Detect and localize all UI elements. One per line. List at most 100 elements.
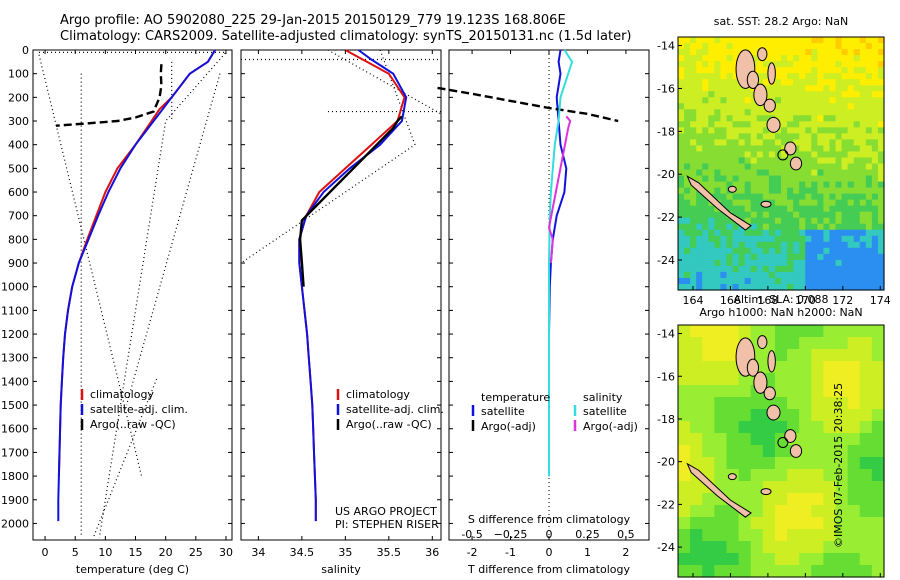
map-cell (750, 121, 758, 128)
map-cell (859, 181, 867, 189)
map-cell (726, 151, 734, 159)
map-cell (799, 397, 812, 410)
map-cell (865, 235, 873, 243)
map-cell (853, 223, 861, 231)
map-cell (853, 79, 861, 86)
map-cell (774, 211, 782, 219)
map-cell (823, 73, 831, 80)
map-cell (823, 43, 831, 50)
map-cell (756, 109, 764, 116)
map-cell (871, 157, 879, 165)
map-cell (811, 67, 818, 74)
map-cell (684, 91, 691, 98)
map-cell (774, 61, 782, 68)
map-cell (756, 37, 764, 44)
map-cell (714, 181, 722, 189)
map-cell (774, 565, 788, 578)
map-cell (835, 157, 843, 165)
map-cell (787, 37, 794, 44)
map-cell (793, 235, 800, 243)
map-cell (853, 199, 861, 207)
map-cell (787, 409, 800, 422)
map-cell (871, 247, 879, 255)
map-cell (811, 133, 818, 141)
map-cell (853, 103, 861, 110)
map-cell (756, 181, 764, 189)
map-cell (871, 517, 885, 530)
map-y-tick-label: -18 (657, 413, 675, 426)
map-cell (823, 79, 831, 86)
map-cell (678, 115, 685, 122)
map-cell (787, 223, 794, 231)
map-cell (690, 361, 703, 374)
map-cell (859, 469, 873, 482)
map-cell (678, 217, 685, 225)
map-cell (774, 337, 788, 350)
map-cell (793, 49, 800, 56)
map-cell (696, 109, 703, 116)
map-cell (690, 67, 697, 74)
map-cell (774, 97, 782, 104)
map-cell (871, 271, 879, 279)
map-cell (799, 283, 806, 291)
map-cell (787, 133, 794, 141)
map-cell (774, 457, 788, 470)
map-cell (841, 247, 849, 255)
map-cell (726, 385, 740, 398)
map-cell (768, 283, 776, 291)
map-cell (738, 199, 746, 207)
map-cell (690, 133, 697, 141)
map-cell (714, 223, 722, 231)
map-cell (865, 37, 873, 44)
map-cell (835, 469, 849, 482)
map-cell (793, 229, 800, 237)
map-frame (677, 36, 885, 291)
map-cell (871, 133, 879, 141)
map-cell (865, 277, 873, 285)
x-tick-label: 2 (622, 546, 629, 559)
map-cell (835, 253, 843, 261)
map-cell (823, 337, 837, 350)
map-cell (726, 229, 734, 237)
map-cell (805, 247, 812, 255)
map-cell (732, 223, 740, 231)
map-cell (774, 115, 782, 122)
map-cell (702, 265, 709, 273)
map-cell (690, 115, 697, 122)
map-cell (877, 229, 885, 237)
map-cell (762, 565, 776, 578)
map-cell (732, 169, 740, 177)
map-cell (756, 115, 764, 122)
map-cell (859, 49, 867, 56)
map-cell (787, 529, 800, 542)
map-cell (774, 223, 782, 231)
map-cell (811, 493, 825, 506)
map-cell (726, 181, 734, 189)
map-cell (774, 103, 782, 110)
map-cell (744, 97, 752, 104)
map-cell (811, 103, 818, 110)
map-cell (690, 337, 703, 350)
map-cell (793, 151, 800, 159)
map-cell (835, 325, 849, 338)
map-cell (750, 445, 764, 458)
map-cell (774, 157, 782, 165)
map-cell (708, 61, 715, 68)
map-cell (690, 151, 697, 159)
map-cell (720, 193, 728, 201)
x-tick-label: -2 (467, 546, 478, 559)
map-cell (774, 397, 788, 410)
map-cell (799, 97, 806, 104)
map-cell (847, 529, 861, 542)
map-cell (811, 217, 818, 225)
map-cell (726, 79, 734, 86)
map-cell (823, 235, 831, 243)
map-cell (690, 145, 697, 153)
map-cell (696, 247, 703, 255)
map-cell (811, 109, 818, 116)
map-cell (684, 85, 691, 92)
map-cell (774, 187, 782, 195)
map-cell (793, 67, 800, 74)
map-cell (732, 139, 740, 147)
map-y-tick-label: -24 (657, 541, 675, 554)
